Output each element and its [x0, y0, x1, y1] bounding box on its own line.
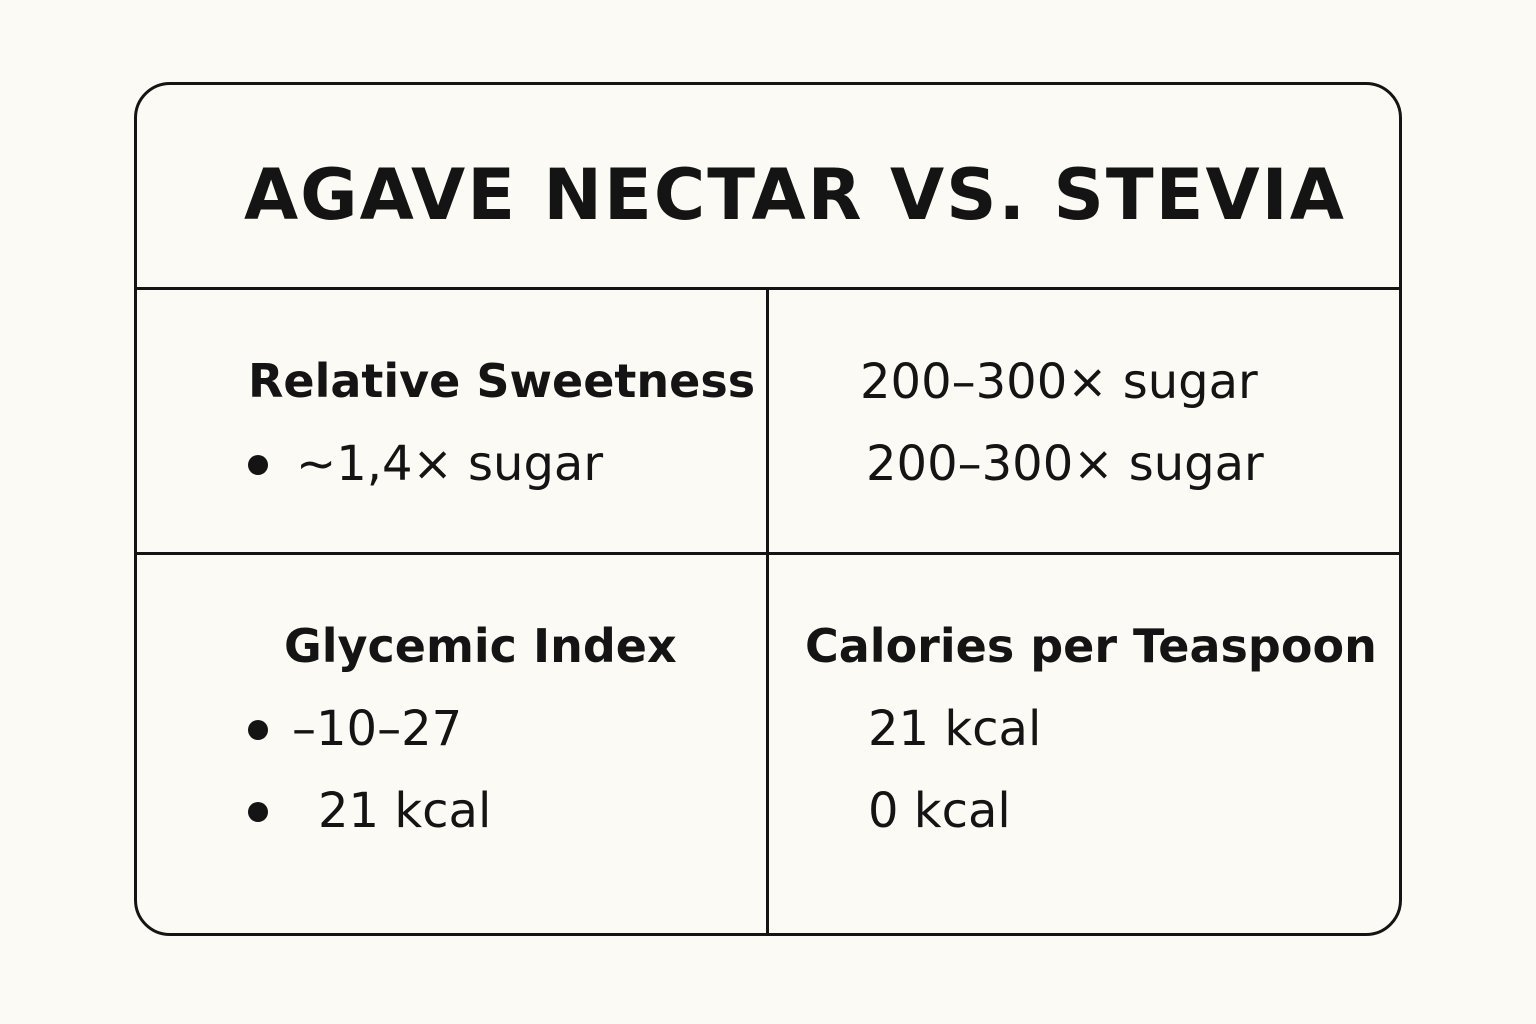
glycemic-kcal-value: 21 kcal [318, 783, 492, 839]
title-divider [137, 287, 1399, 290]
stevia-sweetness-line-2: 200–300× sugar [866, 436, 1264, 492]
comparison-card [134, 82, 1402, 936]
agave-sweetness-value: ~1,4× sugar [296, 436, 604, 492]
stevia-sweetness-line-1: 200–300× sugar [860, 354, 1258, 410]
bullet-icon [248, 720, 268, 740]
agave-calories-value: 21 kcal [868, 701, 1042, 757]
bullet-icon [248, 802, 268, 822]
bullet-icon [248, 455, 268, 475]
glycemic-index-heading: Glycemic Index [284, 619, 677, 673]
relative-sweetness-heading: Relative Sweetness [248, 354, 756, 408]
glycemic-index-value: –10–27 [292, 701, 463, 757]
column-divider [766, 290, 769, 933]
page-title: AGAVE NECTAR VS. STEVIA [244, 154, 1346, 236]
calories-per-teaspoon-heading: Calories per Teaspoon [805, 619, 1377, 673]
stevia-calories-value: 0 kcal [868, 783, 1011, 839]
